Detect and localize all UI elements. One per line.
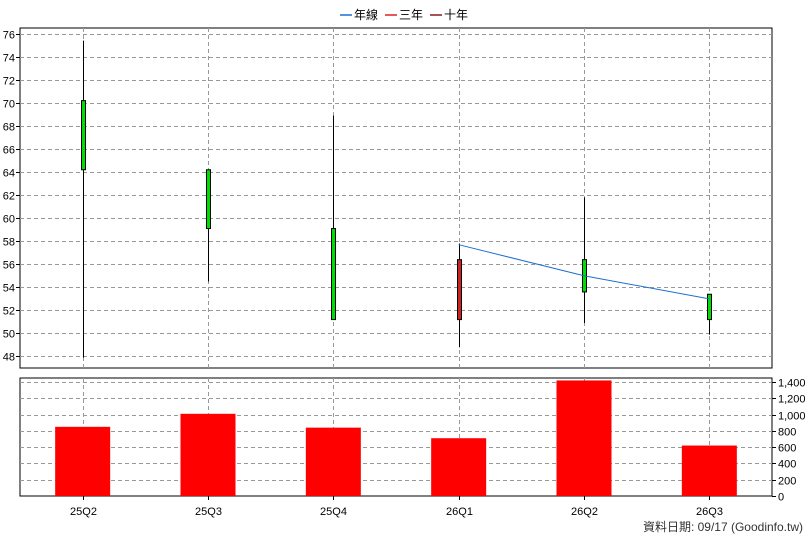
x-tick-label: 26Q3 [696,506,723,518]
annual-line-series [458,244,710,300]
footer-source: 資料日期: 09/17 (Goodinfo.tw) [643,520,803,534]
price-tick-label: 66 [3,145,15,157]
volume-bar [681,445,737,496]
volume-tick-label: 600 [778,443,796,455]
price-tick-label: 74 [3,53,15,65]
legend: 年線 三年 十年 [340,7,468,22]
x-tick-label: 25Q3 [195,506,222,518]
x-tick-label: 26Q2 [571,506,598,518]
volume-bars [55,380,737,496]
volume-tick-label: 1,000 [778,411,806,423]
volume-tick-label: 400 [778,459,796,471]
price-panel-frame [19,27,773,369]
volume-panel-frame [19,377,773,497]
x-tick-label: 25Q2 [70,506,97,518]
legend-label-3yr: 三年 [399,8,423,22]
price-tick-label: 64 [3,168,15,180]
price-tick-label: 72 [3,76,15,88]
price-tick-label: 54 [3,283,15,295]
price-tick-label: 56 [3,260,15,272]
legend-label-annual: 年線 [354,7,378,22]
volume-tick-label: 1,200 [778,394,806,406]
legend-label-10yr: 十年 [444,8,468,22]
candle-body [331,228,336,321]
volume-bar [305,427,361,496]
price-tick-label: 58 [3,237,15,249]
volume-bar [556,380,612,496]
price-tick-label: 60 [3,214,15,226]
x-tick-label: 25Q4 [320,506,347,518]
candle-body [206,169,211,230]
volume-tick-label: 200 [778,476,796,488]
volume-bar [180,413,236,496]
candle-body [457,259,462,321]
volume-tick-label: 0 [778,492,784,504]
price-tick-label: 52 [3,306,15,318]
volume-axis: 0 200 400 600 800 1,000 1,200 1,400 [772,378,806,504]
price-tick-label: 76 [3,30,15,42]
x-axis: 25Q2 25Q3 25Q4 26Q1 26Q2 26Q3 [70,496,723,518]
volume-tick-label: 800 [778,427,796,439]
x-tick-label: 26Q1 [446,506,473,518]
price-tick-label: 70 [3,99,15,111]
price-tick-label: 50 [3,329,15,341]
price-tick-label: 48 [3,352,15,364]
candle-body [707,293,712,321]
volume-tick-label: 1,400 [778,378,806,390]
candle-body [81,100,86,171]
volume-bar [55,426,111,496]
annual-line [458,244,710,300]
price-tick-label: 62 [3,191,15,203]
price-axis: 48 50 52 54 56 58 60 62 64 66 68 70 72 74 76 [3,30,20,364]
volume-bar [431,438,487,496]
price-tick-label: 68 [3,122,15,134]
